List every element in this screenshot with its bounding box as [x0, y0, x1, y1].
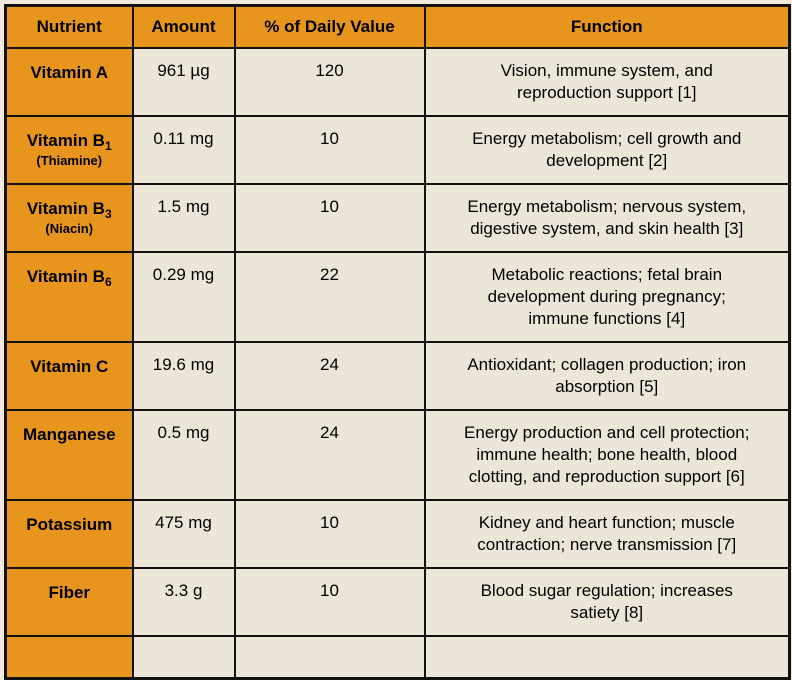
- amount-cell: 0.29 mg: [131, 251, 236, 343]
- daily-value-cell: 120: [233, 47, 426, 117]
- function-cell: Antioxidant; collagen production; iron a…: [423, 341, 791, 411]
- page: { "table": { "headers": ["Nutrient", "Am…: [4, 4, 791, 680]
- amount-cell: 961 µg: [131, 47, 236, 117]
- amount-cell: 0.5 mg: [131, 409, 236, 501]
- amount-cell: 3.3 g: [131, 567, 236, 637]
- nutrient-subscript: 3: [104, 207, 112, 221]
- daily-value-cell: 22: [233, 251, 426, 343]
- daily-value-cell: 10: [233, 115, 426, 185]
- nutrient-name: Fiber: [48, 583, 91, 602]
- function-cell: Vision, immune system, and reproduction …: [423, 47, 791, 117]
- amount-cell: 475 mg: [131, 499, 236, 569]
- header-amount: Amount: [131, 4, 236, 49]
- daily-value-cell: 10: [233, 499, 426, 569]
- nutrient-subscript: 6: [104, 275, 112, 289]
- header-nutrient: Nutrient: [4, 4, 134, 49]
- daily-value-cell: [233, 635, 426, 680]
- nutrient-name: Vitamin B: [26, 131, 105, 150]
- nutrient-table: Nutrient Amount % of Daily Value Functio…: [4, 4, 791, 680]
- function-cell: Energy production and cell protection; i…: [423, 409, 791, 501]
- nutrient-name: Potassium: [26, 515, 113, 534]
- header-row: Nutrient Amount % of Daily Value Functio…: [4, 4, 791, 49]
- table-body: Vitamin A 961 µg 120 Vision, immune syst…: [4, 47, 791, 680]
- table-row-vitamin-c: Vitamin C 19.6 mg 24 Antioxidant; collag…: [4, 341, 791, 411]
- function-cell: Energy metabolism; nervous system, diges…: [423, 183, 791, 253]
- function-cell: Kidney and heart function; muscle contra…: [423, 499, 791, 569]
- function-cell: Blood sugar regulation; increases satiet…: [423, 567, 791, 637]
- function-cell: Metabolic reactions; fetal brain develop…: [423, 251, 791, 343]
- function-cell: [423, 635, 791, 680]
- nutrient-cell: Vitamin A: [4, 47, 134, 117]
- amount-cell: 19.6 mg: [131, 341, 236, 411]
- nutrient-subscript: 1: [104, 139, 112, 153]
- nutrient-cell: Potassium: [4, 499, 134, 569]
- amount-cell: [131, 635, 236, 680]
- table-row-fiber: Fiber 3.3 g 10 Blood sugar regulation; i…: [4, 567, 791, 637]
- nutrient-cell: Vitamin C: [4, 341, 134, 411]
- header-daily-value: % of Daily Value: [233, 4, 426, 49]
- amount-cell: 0.11 mg: [131, 115, 236, 185]
- nutrient-name: Vitamin B: [26, 199, 105, 218]
- daily-value-cell: 10: [233, 183, 426, 253]
- daily-value-cell: 24: [233, 409, 426, 501]
- nutrient-name: Vitamin C: [30, 357, 109, 376]
- nutrient-note: (Niacin): [45, 221, 94, 236]
- nutrient-name: Manganese: [22, 425, 116, 444]
- table-row-vitamin-b6: Vitamin B6 0.29 mg 22 Metabolic reaction…: [4, 251, 791, 343]
- nutrient-cell: Fiber: [4, 567, 134, 637]
- table-row-vitamin-b1: Vitamin B1 (Thiamine) 0.11 mg 10 Energy m…: [4, 115, 791, 185]
- daily-value-cell: 10: [233, 567, 426, 637]
- nutrient-name: Vitamin A: [30, 63, 108, 82]
- nutrient-note: (Thiamine): [36, 153, 103, 168]
- table-row-partial: [4, 635, 791, 680]
- nutrient-cell: Vitamin B6: [4, 251, 134, 343]
- amount-cell: 1.5 mg: [131, 183, 236, 253]
- table-row-potassium: Potassium 475 mg 10 Kidney and heart fun…: [4, 499, 791, 569]
- nutrient-cell: Vitamin B1 (Thiamine): [4, 115, 134, 185]
- nutrient-cell: Vitamin B3 (Niacin): [4, 183, 134, 253]
- nutrient-cell: [4, 635, 134, 680]
- table-row-manganese: Manganese 0.5 mg 24 Energy production an…: [4, 409, 791, 501]
- daily-value-cell: 24: [233, 341, 426, 411]
- nutrient-cell: Manganese: [4, 409, 134, 501]
- table-row-vitamin-a: Vitamin A 961 µg 120 Vision, immune syst…: [4, 47, 791, 117]
- header-function: Function: [423, 4, 791, 49]
- nutrient-name: Vitamin B: [26, 267, 105, 286]
- table-header: Nutrient Amount % of Daily Value Functio…: [4, 4, 791, 49]
- table-row-vitamin-b3: Vitamin B3 (Niacin) 1.5 mg 10 Energy meta…: [4, 183, 791, 253]
- function-cell: Energy metabolism; cell growth and devel…: [423, 115, 791, 185]
